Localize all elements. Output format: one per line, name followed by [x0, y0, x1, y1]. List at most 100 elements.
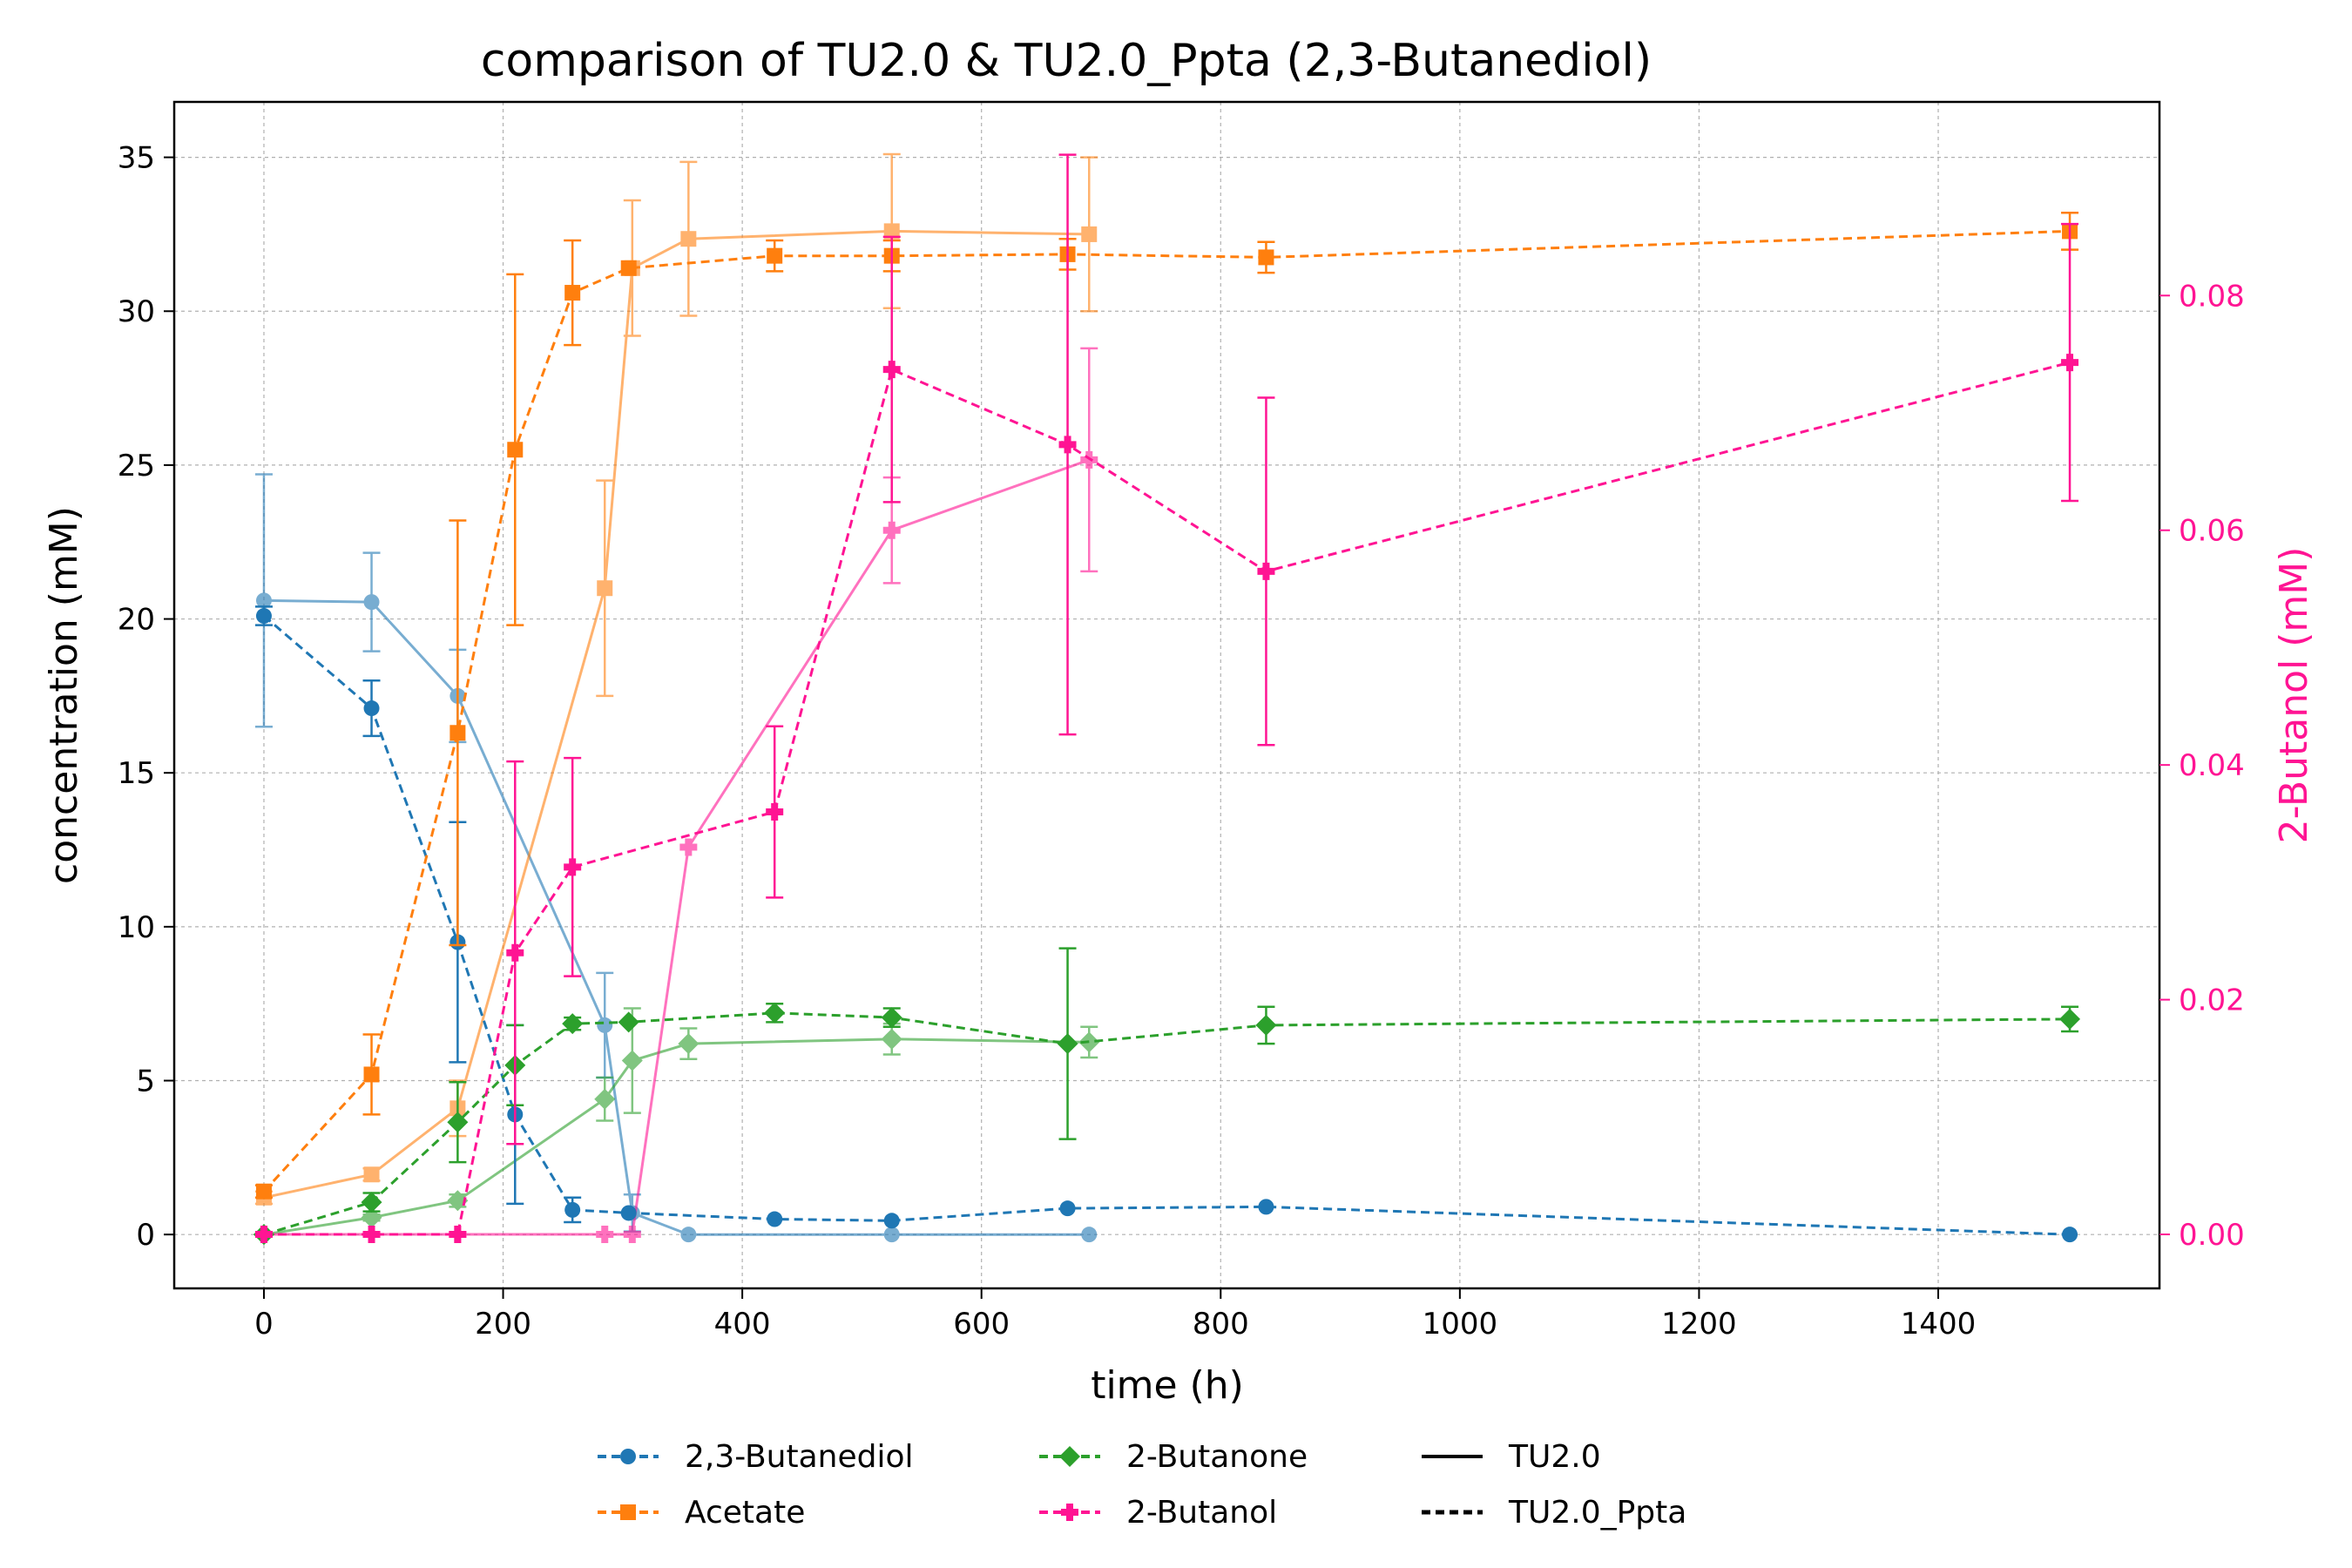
data-point: [620, 260, 637, 276]
legend-marker: [620, 1449, 636, 1464]
data-point: [882, 521, 901, 539]
data-point: [883, 1213, 900, 1229]
legend: 2,3-Butanediol Acetate 2-Butanone 2-Butanol…: [598, 1439, 1686, 1531]
right-axis-tick-label: 0.04: [2179, 748, 2245, 783]
data-point: [363, 1166, 380, 1183]
data-point: [767, 1211, 783, 1227]
legend-item-acetate: Acetate: [598, 1495, 805, 1531]
y-tick-label: 10: [118, 910, 155, 945]
data-point: [361, 1192, 382, 1213]
x-tick-label: 1000: [1423, 1307, 1498, 1342]
legend-label: TU2.0: [1508, 1439, 1601, 1475]
right-axis-label: 2-Butanol (mM): [2272, 547, 2316, 844]
legend-label: Acetate: [685, 1495, 805, 1531]
data-point: [764, 1002, 786, 1024]
data-point: [1058, 436, 1077, 454]
data-point: [679, 838, 698, 856]
data-point: [506, 943, 524, 962]
data-point: [623, 1226, 641, 1244]
data-point: [1258, 1199, 1274, 1215]
data-point: [618, 1011, 639, 1033]
data-point: [621, 1050, 643, 1071]
legend-label: 2-Butanol: [1126, 1495, 1277, 1531]
data-point: [1057, 1033, 1078, 1055]
series-butanol-tu20-ppta: [254, 153, 2079, 1244]
data-point: [447, 1190, 469, 1212]
series-line: [263, 1037, 1090, 1236]
x-tick-label: 1200: [1661, 1307, 1737, 1342]
x-tick-label: 400: [714, 1307, 771, 1342]
data-point: [883, 1227, 900, 1243]
data-point: [1059, 1200, 1076, 1217]
legend-item-tu20: TU2.0: [1422, 1439, 1601, 1475]
data-point: [597, 1017, 613, 1033]
legend-label: TU2.0_Ppta: [1508, 1495, 1686, 1531]
data-point: [882, 361, 901, 379]
x-tick-label: 1400: [1901, 1307, 1977, 1342]
data-point: [883, 223, 900, 240]
data-point: [564, 1201, 581, 1218]
data-point: [564, 858, 582, 876]
legend-label: 2,3-Butanediol: [685, 1439, 914, 1475]
data-point: [596, 1226, 614, 1244]
plot-series: [253, 152, 2081, 1246]
data-point: [2061, 354, 2079, 372]
data-point: [447, 1112, 469, 1133]
legend-item-butanol: 2-Butanol: [1039, 1495, 1277, 1531]
right-axis-tick-label: 0.00: [2179, 1218, 2245, 1253]
data-point: [255, 1183, 272, 1200]
data-point: [594, 1088, 616, 1110]
x-tick-label: 0: [254, 1307, 274, 1342]
legend-marker: [1061, 1504, 1078, 1521]
data-point: [597, 580, 613, 597]
data-point: [766, 803, 784, 821]
data-point: [363, 700, 380, 717]
series-line: [263, 229, 1090, 1200]
chart-title: comparison of TU2.0 & TU2.0_Ppta (2,3-Bu…: [481, 35, 1652, 87]
data-point: [255, 592, 272, 609]
legend-item-butanone: 2-Butanone: [1039, 1439, 1308, 1475]
right-axis-tick-label: 0.06: [2179, 514, 2245, 549]
x-tick-label: 200: [475, 1307, 531, 1342]
data-point: [680, 231, 697, 247]
y-tick-label: 25: [118, 449, 155, 483]
y-axis-label: concentration (mM): [42, 506, 86, 884]
data-point: [255, 608, 272, 625]
series-line: [262, 229, 2071, 1193]
data-point: [449, 725, 466, 741]
data-point: [678, 1033, 700, 1055]
series-line: [263, 598, 1090, 1236]
data-point: [767, 247, 783, 264]
data-point: [620, 1205, 637, 1221]
data-point: [1255, 1014, 1277, 1036]
data-point: [680, 1227, 697, 1243]
series-line: [264, 361, 2071, 1236]
data-point: [562, 1013, 584, 1035]
y-tick-label: 30: [118, 294, 155, 329]
data-point: [254, 1226, 273, 1244]
x-tick-label: 800: [1193, 1307, 1249, 1342]
x-axis-label: time (h): [1091, 1363, 1244, 1408]
legend-item-butanediol: 2,3-Butanediol: [598, 1439, 914, 1475]
data-point: [881, 1028, 902, 1050]
data-point: [1257, 562, 1275, 580]
data-point: [2062, 1227, 2078, 1243]
y-tick-label: 20: [118, 603, 155, 638]
legend-marker: [620, 1504, 636, 1520]
y-tick-label: 5: [136, 1064, 155, 1099]
x-tick-label: 600: [953, 1307, 1010, 1342]
axes: 0 200 400 600 800 1000 1200 1400 0 5 10 15 20 25 30 35 0…: [118, 141, 2245, 1342]
data-point: [881, 1007, 902, 1029]
data-point: [363, 1066, 380, 1083]
data-point: [363, 594, 380, 611]
right-axis-tick-label: 0.08: [2179, 279, 2245, 314]
data-point: [564, 285, 581, 301]
y-tick-label: 15: [118, 756, 155, 791]
data-point: [2059, 1008, 2081, 1030]
plot-frame: [172, 100, 2161, 1290]
y-tick-label: 35: [118, 141, 155, 176]
legend-marker: [1059, 1446, 1080, 1467]
data-point: [1081, 1227, 1098, 1243]
